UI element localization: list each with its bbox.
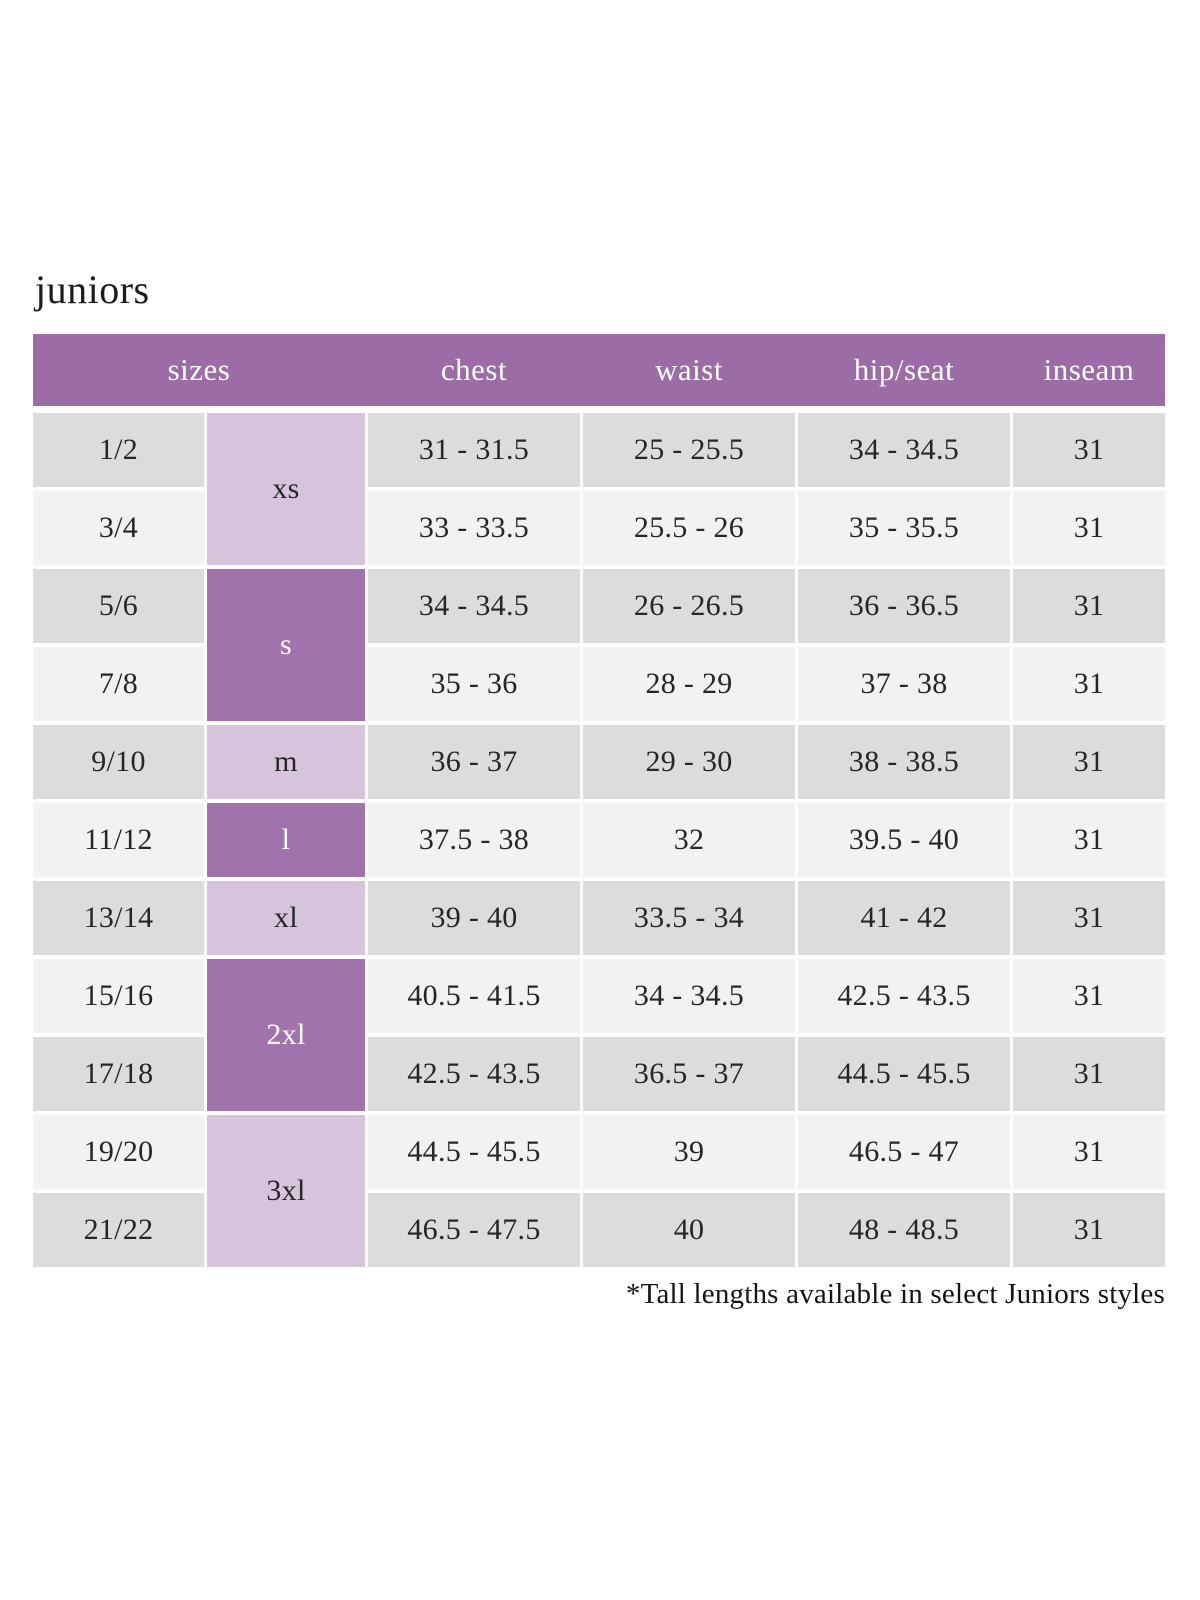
size-range-cell: 13/14 (33, 881, 204, 955)
column-header-inseam: inseam (1043, 352, 1135, 387)
size-range-cell: 1/2 (33, 413, 204, 487)
chest-cell: 42.5 - 43.5 (368, 1037, 580, 1111)
waist-cell: 26 - 26.5 (583, 569, 795, 643)
inseam-cell: 31 (1013, 959, 1165, 1033)
chest-cell: 31 - 31.5 (368, 413, 580, 487)
waist-cell: 25 - 25.5 (583, 413, 795, 487)
hip-seat-cell: 35 - 35.5 (798, 491, 1010, 565)
footnote: *Tall lengths available in select Junior… (625, 1278, 1165, 1310)
hip-seat-cell: 48 - 48.5 (798, 1193, 1010, 1267)
inseam-cell: 31 (1013, 569, 1165, 643)
waist-cell: 33.5 - 34 (583, 881, 795, 955)
inseam-cell: 31 (1013, 491, 1165, 565)
size-letter-cell: m (207, 725, 365, 799)
size-letter-cell: l (207, 803, 365, 877)
column-header-chest: chest (440, 352, 508, 387)
waist-cell: 36.5 - 37 (583, 1037, 795, 1111)
table-body: 1/2 31 - 31.5 25 - 25.5 34 - 34.5 31 3/4 33 - … (33, 413, 1165, 1267)
inseam-cell: 31 (1013, 1037, 1165, 1111)
size-range-cell: 9/10 (33, 725, 204, 799)
inseam-cell: 31 (1013, 647, 1165, 721)
inseam-cell: 31 (1013, 1115, 1165, 1189)
inseam-cell: 31 (1013, 413, 1165, 487)
chest-cell: 40.5 - 41.5 (368, 959, 580, 1033)
inseam-cell: 31 (1013, 803, 1165, 877)
waist-cell: 34 - 34.5 (583, 959, 795, 1033)
column-header-waist: waist (655, 352, 723, 387)
hip-seat-cell: 46.5 - 47 (798, 1115, 1010, 1189)
waist-cell: 25.5 - 26 (583, 491, 795, 565)
waist-cell: 39 (583, 1115, 795, 1189)
waist-cell: 32 (583, 803, 795, 877)
size-letter-cell: 3xl (207, 1115, 365, 1267)
size-range-cell: 21/22 (33, 1193, 204, 1267)
chest-cell: 34 - 34.5 (368, 569, 580, 643)
size-range-cell: 11/12 (33, 803, 204, 877)
size-range-cell: 17/18 (33, 1037, 204, 1111)
size-chart: juniors sizes chest waist hip/seat insea… (33, 268, 1165, 1311)
hip-seat-cell: 36 - 36.5 (798, 569, 1010, 643)
chest-cell: 36 - 37 (368, 725, 580, 799)
waist-cell: 28 - 29 (583, 647, 795, 721)
chest-cell: 33 - 33.5 (368, 491, 580, 565)
inseam-cell: 31 (1013, 1193, 1165, 1267)
column-header-hip-seat: hip/seat (853, 352, 955, 387)
inseam-cell: 31 (1013, 725, 1165, 799)
hip-seat-cell: 34 - 34.5 (798, 413, 1010, 487)
chest-cell: 44.5 - 45.5 (368, 1115, 580, 1189)
hip-seat-cell: 39.5 - 40 (798, 803, 1010, 877)
size-letter-cell: s (207, 569, 365, 721)
chest-cell: 46.5 - 47.5 (368, 1193, 580, 1267)
table-header-row: sizes chest waist hip/seat inseam (33, 334, 1165, 406)
size-range-cell: 5/6 (33, 569, 204, 643)
waist-cell: 29 - 30 (583, 725, 795, 799)
chest-cell: 37.5 - 38 (368, 803, 580, 877)
size-range-cell: 19/20 (33, 1115, 204, 1189)
hip-seat-cell: 37 - 38 (798, 647, 1010, 721)
hip-seat-cell: 44.5 - 45.5 (798, 1037, 1010, 1111)
size-letter-cell: xl (207, 881, 365, 955)
hip-seat-cell: 42.5 - 43.5 (798, 959, 1010, 1033)
hip-seat-cell: 41 - 42 (798, 881, 1010, 955)
chest-cell: 39 - 40 (368, 881, 580, 955)
page-title: juniors (35, 267, 150, 312)
size-letter-cell: xs (207, 413, 365, 565)
inseam-cell: 31 (1013, 881, 1165, 955)
size-letter-cell: 2xl (207, 959, 365, 1111)
hip-seat-cell: 38 - 38.5 (798, 725, 1010, 799)
size-range-cell: 7/8 (33, 647, 204, 721)
size-range-cell: 15/16 (33, 959, 204, 1033)
chest-cell: 35 - 36 (368, 647, 580, 721)
column-header-sizes: sizes (167, 352, 231, 387)
waist-cell: 40 (583, 1193, 795, 1267)
size-range-cell: 3/4 (33, 491, 204, 565)
